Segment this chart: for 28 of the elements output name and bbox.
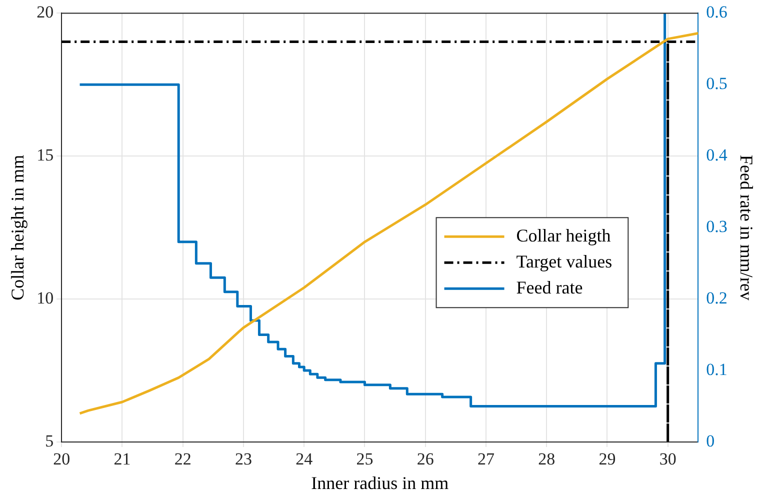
x-tick-label: 24	[296, 450, 314, 469]
x-tick-label: 20	[53, 450, 70, 469]
x-tick-label: 28	[538, 450, 556, 469]
y2-tick-label: 0.1	[706, 360, 728, 379]
x-tick-label: 27	[477, 450, 495, 469]
legend-label: Collar heigth	[516, 225, 611, 246]
y-tick-label: 20	[36, 2, 54, 22]
x-tick-label: 26	[416, 450, 434, 469]
y-tick-label: 5	[45, 431, 54, 450]
x-axis-title: Inner radius in mm	[311, 472, 449, 493]
x-tick-label: 21	[114, 450, 131, 469]
y2-tick-label: 0.5	[706, 74, 728, 94]
x-tick-label: 29	[598, 450, 616, 469]
legend-label: Feed rate	[516, 277, 583, 298]
legend-label: Target values	[516, 251, 612, 272]
y-tick-label: 15	[36, 146, 54, 165]
x-tick-label: 30	[659, 450, 676, 469]
y2-axis-title: Feed rate in mm/rev	[736, 154, 756, 300]
y2-tick-label: 0.4	[706, 146, 728, 165]
y2-tick-label: 0	[706, 431, 715, 450]
y-axis-title: Collar height in mm	[8, 154, 28, 300]
x-tick-label: 23	[234, 450, 252, 469]
y2-tick-label: 0.2	[706, 288, 728, 308]
x-tick-label: 25	[356, 450, 374, 469]
y2-tick-label: 0.6	[706, 2, 728, 22]
y2-tick-label: 0.3	[706, 217, 728, 236]
y-tick-label: 10	[36, 288, 54, 308]
x-tick-label: 22	[174, 450, 192, 469]
